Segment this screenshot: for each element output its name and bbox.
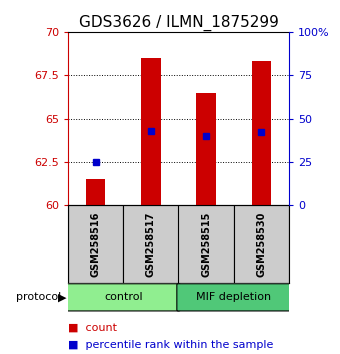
Text: ■  count: ■ count bbox=[68, 323, 117, 333]
Bar bbox=[234, 205, 289, 283]
Bar bbox=[197, 92, 216, 205]
FancyBboxPatch shape bbox=[177, 284, 291, 311]
Text: GSM258516: GSM258516 bbox=[91, 212, 101, 277]
Text: control: control bbox=[104, 292, 142, 302]
Text: protocol: protocol bbox=[16, 292, 61, 302]
Text: MIF depletion: MIF depletion bbox=[196, 292, 271, 302]
Title: GDS3626 / ILMN_1875299: GDS3626 / ILMN_1875299 bbox=[79, 14, 278, 30]
Bar bbox=[252, 61, 271, 205]
Bar bbox=[141, 58, 160, 205]
Text: GSM258530: GSM258530 bbox=[256, 212, 266, 277]
Bar bbox=[123, 205, 178, 283]
Text: ▶: ▶ bbox=[58, 292, 66, 302]
Bar bbox=[86, 179, 105, 205]
Bar bbox=[68, 205, 123, 283]
Text: GSM258517: GSM258517 bbox=[146, 212, 156, 277]
Text: ■  percentile rank within the sample: ■ percentile rank within the sample bbox=[68, 341, 273, 350]
Text: GSM258515: GSM258515 bbox=[201, 212, 211, 277]
FancyBboxPatch shape bbox=[66, 284, 180, 311]
Bar bbox=[178, 205, 234, 283]
